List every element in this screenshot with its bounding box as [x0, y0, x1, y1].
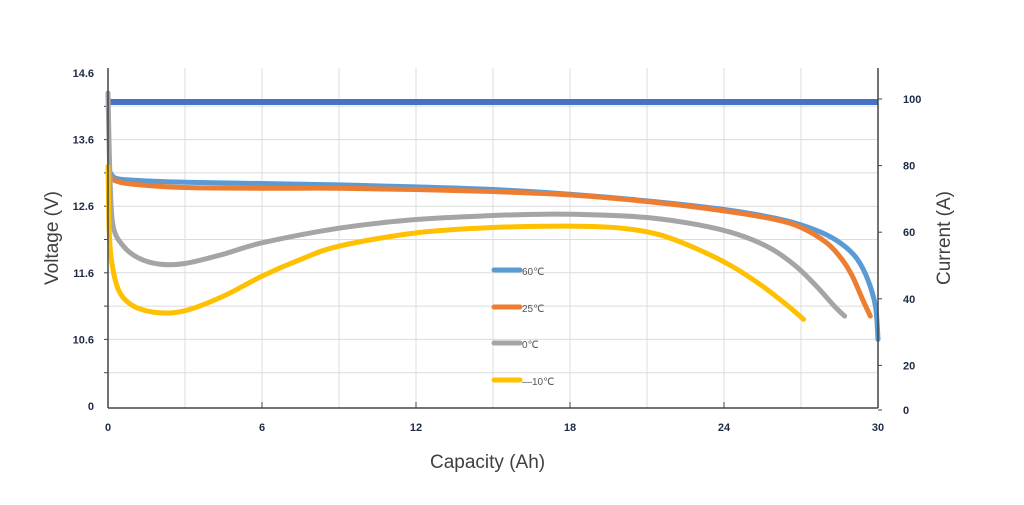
x-tick-label: 24 [718, 422, 731, 434]
y-tick-label: 10.6 [73, 334, 94, 346]
y-tick-label: 12.6 [73, 201, 94, 213]
series-line-2 [105, 90, 848, 319]
y2-tick-label: 100 [903, 94, 921, 106]
y2-axis-label: Current (A) [934, 191, 955, 285]
y-axis-label: Voltage (V) [42, 191, 63, 285]
legend-label: —10℃ [522, 377, 554, 388]
series-line-1 [108, 173, 873, 319]
legend: 60℃ 25℃ 0℃ —10℃ [491, 267, 554, 388]
axes [107, 68, 879, 409]
legend-label: 0℃ [522, 340, 539, 351]
series-line-3 [105, 163, 807, 322]
y-tick-label: 11.6 [73, 268, 94, 280]
y2-tick-label: 0 [903, 405, 909, 417]
x-tick-label: 0 [105, 422, 111, 434]
y-tick-label: 13.6 [73, 135, 94, 147]
x-tick-label: 18 [564, 422, 576, 434]
y2-tick-label: 80 [903, 161, 915, 173]
series-line-0 [108, 170, 881, 342]
x-tick-label: 12 [410, 422, 422, 434]
x-tick-label: 30 [872, 422, 884, 434]
legend-label: 25℃ [522, 304, 544, 315]
x-tick-label: 6 [259, 422, 265, 434]
y-tick-label: 14.6 [73, 68, 94, 80]
x-axis-label: Capacity (Ah) [430, 452, 545, 473]
grid [104, 68, 878, 408]
y2-tick-label: 20 [903, 360, 915, 372]
y2-tick-label: 40 [903, 294, 915, 306]
y-tick-label: 0 [88, 401, 94, 413]
y2-tick-label: 60 [903, 227, 915, 239]
series-lines [105, 90, 881, 342]
legend-label: 60℃ [522, 267, 544, 278]
